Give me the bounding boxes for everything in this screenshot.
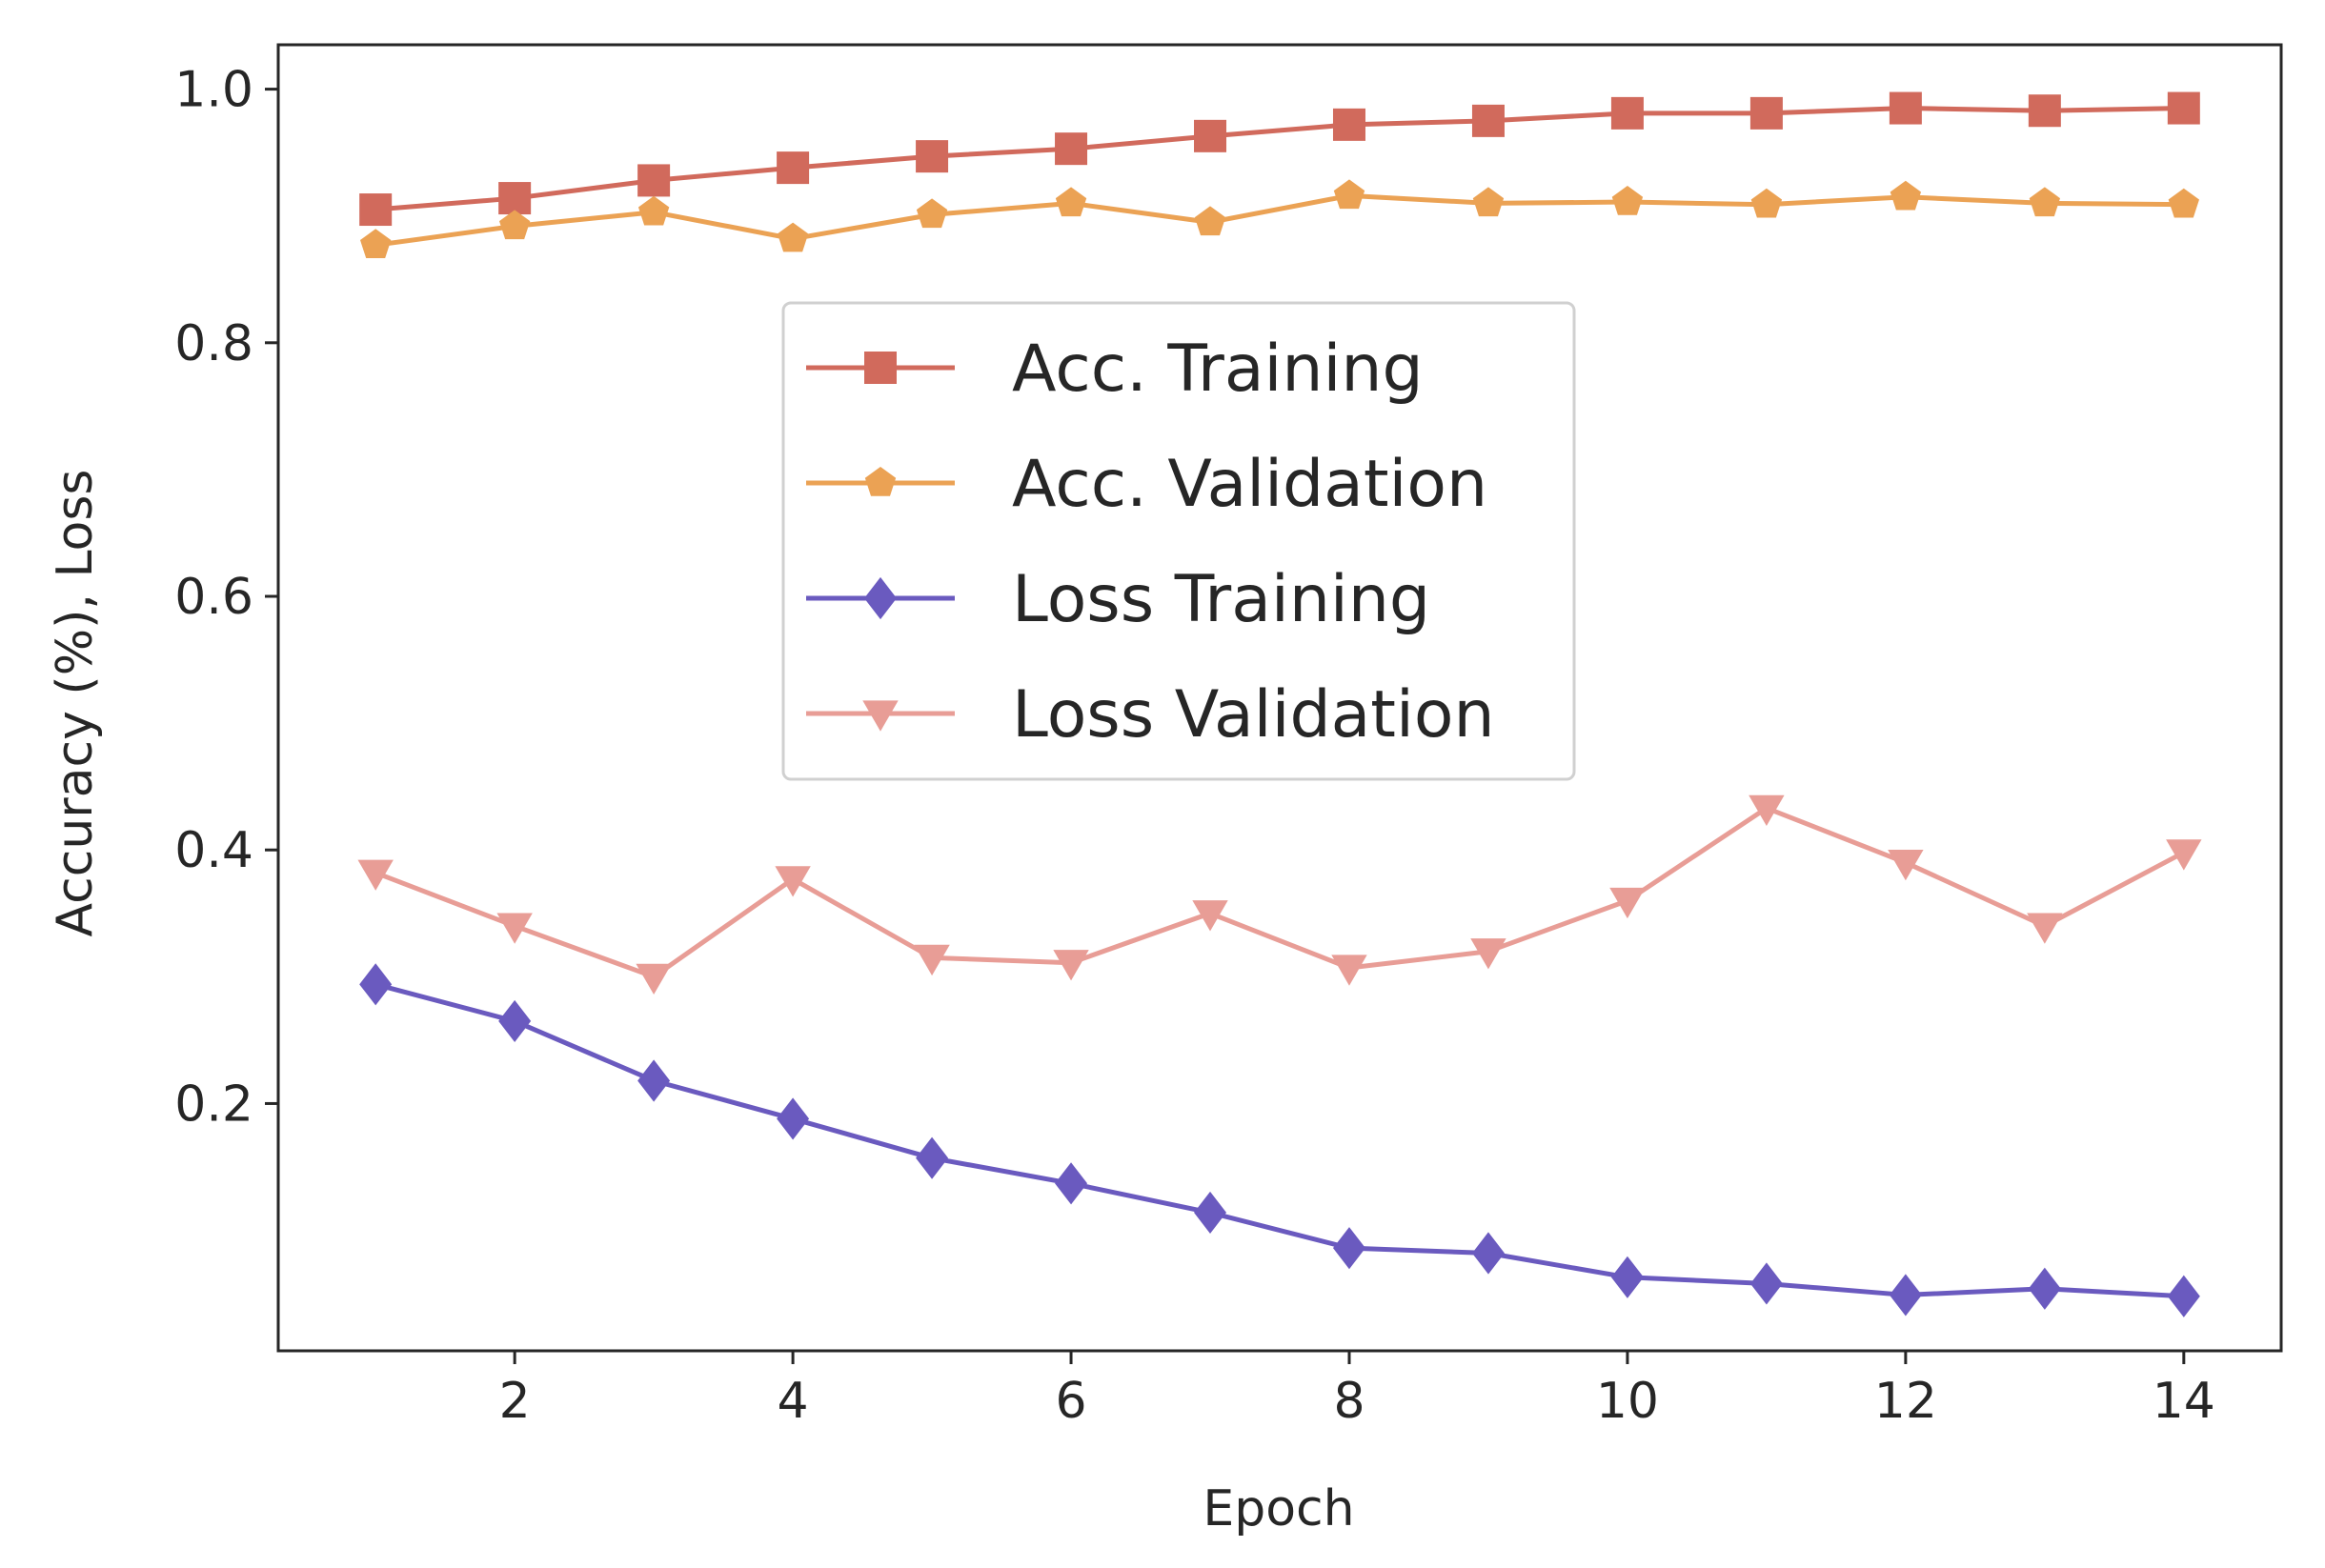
x-axis-label: Epoch [1203, 1480, 1354, 1538]
plot-frame [276, 43, 2283, 1353]
legend-label-loss-validation: Loss Validation [1012, 677, 1495, 753]
data-point-loss-training-7 [1194, 1191, 1227, 1235]
data-point-loss-validation-11 [1749, 794, 1785, 827]
data-point-loss-training-3 [637, 1059, 671, 1102]
data-point-acc-validation-11 [1750, 188, 1783, 218]
data-point-acc-validation-13 [2029, 187, 2061, 217]
data-point-loss-training-6 [1055, 1162, 1088, 1205]
legend-label-acc-training: Acc. Training [1012, 332, 1424, 407]
x-tick-label: 14 [2153, 1373, 2215, 1430]
data-point-loss-validation-5 [914, 944, 950, 976]
data-point-acc-training-9 [1471, 104, 1505, 137]
data-point-acc-training-6 [1055, 132, 1088, 166]
legend-marker-loss-training [864, 576, 897, 620]
data-point-loss-training-8 [1332, 1227, 1365, 1270]
data-point-acc-validation-5 [916, 198, 948, 229]
plot-layer [276, 43, 2283, 1353]
data-point-acc-training-3 [637, 164, 671, 197]
data-point-acc-validation-7 [1194, 206, 1226, 236]
legend-marker-loss-validation [862, 700, 899, 732]
data-point-loss-training-4 [777, 1097, 810, 1140]
data-point-acc-training-10 [1610, 96, 1644, 130]
x-tick-label: 10 [1596, 1373, 1659, 1430]
legend-label-acc-validation: Acc. Validation [1012, 447, 1487, 522]
data-point-acc-training-13 [2028, 94, 2061, 128]
legend-marker-acc-training [864, 352, 897, 384]
data-point-loss-training-13 [2028, 1267, 2061, 1310]
data-point-loss-training-14 [2167, 1275, 2200, 1317]
data-point-acc-training-2 [498, 182, 532, 215]
data-point-loss-training-10 [1610, 1256, 1644, 1298]
data-point-loss-validation-7 [1192, 900, 1228, 932]
data-point-loss-training-12 [1889, 1274, 1922, 1317]
data-point-acc-training-5 [916, 140, 949, 173]
data-point-acc-training-8 [1332, 108, 1365, 141]
data-point-loss-validation-3 [636, 963, 672, 995]
data-point-loss-training-5 [916, 1136, 949, 1179]
data-point-acc-training-1 [359, 193, 393, 227]
ticks-layer: 2 4 6 8 10 12 14 0.2 0.4 0.6 0.8 1.0 [174, 62, 2215, 1430]
data-point-loss-validation-13 [2027, 913, 2063, 944]
x-tick-label: 12 [1874, 1373, 1937, 1430]
series-line-loss-validation [374, 805, 2185, 979]
data-point-acc-validation-2 [498, 210, 531, 240]
data-point-acc-validation-1 [360, 229, 392, 259]
y-axis-label: Accuracy (%), Loss [47, 469, 104, 936]
data-point-acc-validation-3 [637, 195, 670, 226]
x-tick-label: 6 [1055, 1373, 1086, 1430]
data-point-loss-training-1 [359, 963, 393, 1006]
data-point-acc-validation-14 [2168, 188, 2199, 218]
data-point-acc-validation-9 [1472, 187, 1505, 217]
data-point-acc-validation-8 [1333, 179, 1365, 210]
data-point-acc-validation-12 [1890, 180, 1922, 211]
legend-label-loss-training: Loss Training [1012, 562, 1430, 637]
data-point-acc-training-7 [1194, 119, 1227, 152]
data-point-loss-validation-2 [496, 913, 533, 944]
data-point-acc-training-14 [2167, 91, 2200, 125]
data-point-loss-validation-12 [1888, 849, 1924, 881]
data-point-loss-validation-9 [1470, 938, 1506, 970]
legend-marker-acc-validation [864, 467, 897, 496]
series-line-loss-training [374, 981, 2184, 1299]
x-tick-label: 8 [1333, 1373, 1365, 1430]
data-point-acc-validation-4 [777, 222, 809, 252]
data-point-loss-validation-8 [1331, 955, 1367, 986]
x-tick-label: 4 [778, 1373, 809, 1430]
data-point-acc-training-11 [1749, 96, 1783, 130]
y-tick-label: 0.8 [174, 315, 253, 372]
data-point-loss-training-9 [1471, 1232, 1505, 1275]
data-point-acc-training-12 [1889, 91, 1922, 125]
data-point-acc-validation-6 [1055, 187, 1087, 217]
data-point-loss-validation-6 [1053, 950, 1089, 981]
data-point-loss-training-11 [1749, 1262, 1783, 1305]
data-point-acc-training-4 [777, 151, 810, 185]
legend: Acc. Training Acc. Validation Loss Trainin… [781, 301, 1576, 781]
data-point-loss-validation-1 [357, 859, 394, 891]
data-point-loss-validation-4 [775, 866, 811, 897]
y-tick-label: 0.2 [174, 1075, 253, 1133]
data-point-acc-validation-10 [1611, 186, 1644, 215]
y-tick-label: 0.4 [174, 822, 253, 879]
data-point-loss-validation-14 [2166, 839, 2202, 871]
x-tick-label: 2 [499, 1373, 531, 1430]
y-tick-label: 1.0 [174, 62, 253, 119]
series-line-acc-training [374, 106, 2184, 212]
legend-box [781, 301, 1576, 781]
data-point-loss-training-2 [498, 999, 532, 1043]
series-line-acc-validation [374, 192, 2184, 248]
data-point-loss-validation-10 [1609, 887, 1646, 919]
y-tick-label: 0.6 [174, 569, 253, 626]
